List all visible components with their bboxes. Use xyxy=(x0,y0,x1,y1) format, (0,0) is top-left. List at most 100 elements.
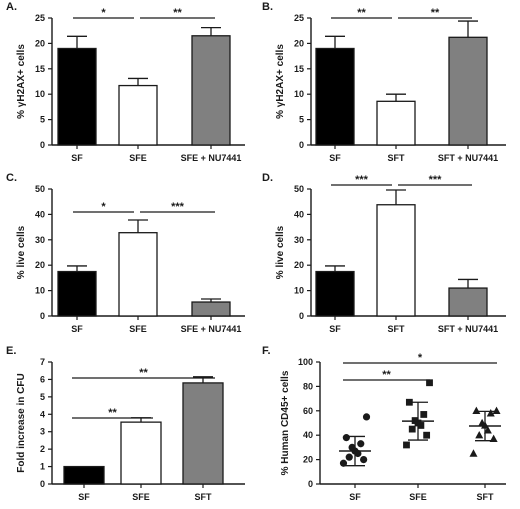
p6-y-tick-label: 40 xyxy=(303,430,313,440)
p3-category-label: SFE + NU7441 xyxy=(181,324,242,334)
p4-bar xyxy=(315,270,355,317)
p2-category-label: SFT xyxy=(388,153,406,163)
p6-data-point xyxy=(408,425,416,433)
p5-category-label: SF xyxy=(78,492,90,502)
p6-data-point xyxy=(417,422,425,429)
p3-y-tick-label: 0 xyxy=(40,311,45,321)
p2-significance-label: ** xyxy=(357,7,366,19)
p4-bar xyxy=(376,204,416,317)
p6-panel-label: F. xyxy=(262,345,271,357)
p6-data-point xyxy=(420,411,428,418)
p2-y-tick-label: 10 xyxy=(294,89,304,99)
p1-y-tick-label: 5 xyxy=(40,115,45,125)
p5-bar xyxy=(120,421,162,485)
p5-panel-label: E. xyxy=(6,345,16,357)
p6-significance-label: * xyxy=(418,352,423,364)
p5-category-label: SFT xyxy=(195,492,213,502)
p5-significance-label: ** xyxy=(139,367,148,379)
p6-data-point xyxy=(472,406,481,414)
p4-category-label: SFT xyxy=(388,324,406,334)
p2-panel-label: B. xyxy=(262,1,273,13)
p6-y-tick-label: 60 xyxy=(303,406,313,416)
p4-panel-label: D. xyxy=(262,172,273,184)
p6-category-label: SFT xyxy=(477,492,495,502)
p6-data-point xyxy=(357,440,365,448)
p6-data-point xyxy=(403,441,410,449)
p6-data-point xyxy=(486,409,495,417)
p5-y-axis-label: Fold increase in CFU xyxy=(16,373,27,472)
p1-significance-label: * xyxy=(101,7,106,19)
p6-y-tick-label: 20 xyxy=(303,455,313,465)
p1-category-label: SFE xyxy=(129,153,147,163)
p3-bar xyxy=(191,301,231,317)
p2-y-tick-label: 5 xyxy=(299,115,304,125)
p5-y-tick-label: 5 xyxy=(40,392,45,402)
p6-y-tick-label: 0 xyxy=(308,479,313,489)
p1-y-tick-label: 25 xyxy=(35,13,45,23)
p4-significance-label: *** xyxy=(429,174,443,186)
p3-category-label: SF xyxy=(71,324,83,334)
p6-data-point xyxy=(469,449,478,457)
p3-category-label: SFE xyxy=(129,324,147,334)
p1-category-label: SF xyxy=(71,153,83,163)
p6-category-label: SF xyxy=(349,492,361,502)
p5-significance-label: ** xyxy=(108,407,117,419)
p5-y-tick-label: 0 xyxy=(40,479,45,489)
p6-y-tick-label: 80 xyxy=(303,381,313,391)
p2-category-label: SF xyxy=(329,153,341,163)
p1-panel-label: A. xyxy=(6,1,17,13)
p2-y-tick-label: 0 xyxy=(299,140,304,150)
p6-category-label: SFE xyxy=(409,492,427,502)
p5-bar xyxy=(63,465,105,485)
p1-y-tick-label: 10 xyxy=(35,89,45,99)
p6-data-point xyxy=(423,431,431,439)
p6-data-point xyxy=(492,406,501,414)
p2-bar xyxy=(315,47,355,146)
p4-y-tick-label: 40 xyxy=(294,209,304,219)
p4-category-label: SFT + NU7441 xyxy=(438,324,498,334)
p3-bar xyxy=(118,232,158,317)
p2-bar xyxy=(448,36,488,146)
p2-y-tick-label: 25 xyxy=(294,13,304,23)
p4-y-axis-label: % live cells xyxy=(275,225,286,279)
p1-y-tick-label: 15 xyxy=(35,64,45,74)
p3-y-tick-label: 10 xyxy=(35,286,45,296)
p3-y-tick-label: 50 xyxy=(35,184,45,194)
p5-y-tick-label: 2 xyxy=(40,444,45,454)
p5-bar xyxy=(182,382,224,485)
p6-data-point xyxy=(345,453,353,461)
p6-data-point xyxy=(342,434,350,442)
p3-panel-label: C. xyxy=(6,172,17,184)
p6-data-point xyxy=(483,426,492,434)
p1-category-label: SFE + NU7441 xyxy=(181,153,242,163)
p4-significance-label: *** xyxy=(355,174,369,186)
p4-bar xyxy=(448,287,488,317)
p6-y-tick-label: 100 xyxy=(298,357,313,367)
p3-y-tick-label: 20 xyxy=(35,260,45,270)
p2-significance-label: ** xyxy=(431,7,440,19)
p2-category-label: SFT + NU7441 xyxy=(438,153,498,163)
p6-data-point xyxy=(360,456,368,464)
p4-y-tick-label: 10 xyxy=(294,286,304,296)
p2-y-tick-label: 15 xyxy=(294,64,304,74)
p1-bar xyxy=(57,47,97,146)
p2-y-axis-label: % γH2AX+ cells xyxy=(275,44,286,119)
p3-y-tick-label: 30 xyxy=(35,235,45,245)
p3-y-axis-label: % live cells xyxy=(16,225,27,279)
p5-category-label: SFE xyxy=(132,492,150,502)
p3-significance-label: *** xyxy=(171,201,185,213)
p1-significance-label: ** xyxy=(173,7,182,19)
p4-y-tick-label: 0 xyxy=(299,311,304,321)
p5-y-tick-label: 1 xyxy=(40,462,45,472)
p6-data-point xyxy=(362,413,371,421)
p1-y-axis-label: % γH2AX+ cells xyxy=(16,44,27,119)
p6-significance-label: ** xyxy=(382,369,391,381)
p4-y-tick-label: 50 xyxy=(294,184,304,194)
p6-y-axis-label: % Human CD45+ cells xyxy=(280,370,291,475)
p1-bar xyxy=(118,84,158,146)
p5-y-tick-label: 6 xyxy=(40,374,45,384)
p4-y-tick-label: 30 xyxy=(294,235,304,245)
p3-y-tick-label: 40 xyxy=(35,209,45,219)
p3-bar xyxy=(57,270,97,317)
